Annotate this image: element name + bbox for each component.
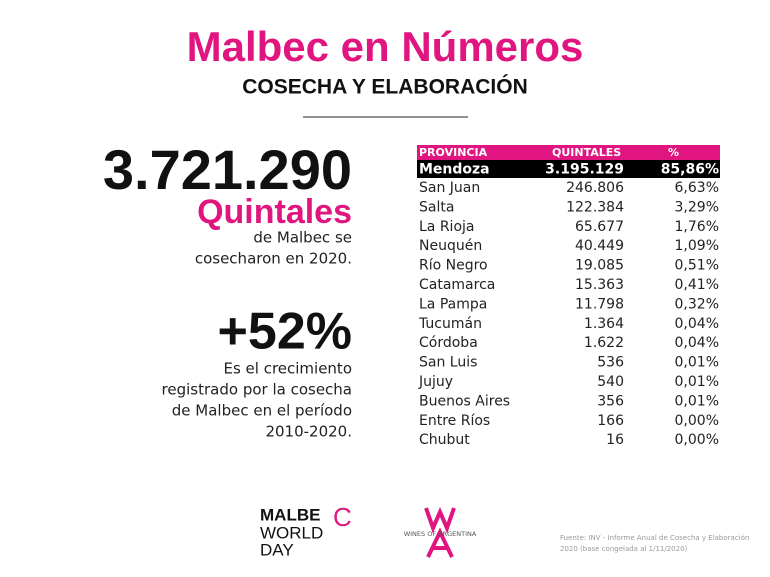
growth-number: +52% <box>218 303 352 361</box>
quintales: 246.806 <box>566 180 624 196</box>
growth-text: 2010-2020. <box>265 423 352 441</box>
quintales: 166 <box>597 413 624 429</box>
harvest-unit: Quintales <box>197 193 352 231</box>
percent: 0,01% <box>675 355 719 371</box>
table-header-bg <box>417 145 720 160</box>
percent: 85,86% <box>661 162 719 178</box>
percent: 6,63% <box>675 180 719 196</box>
percent: 0,00% <box>675 432 719 448</box>
footnote: 2020 (base congelada al 1/11/2020) <box>560 545 688 553</box>
harvest-text: de Malbec se <box>253 229 352 247</box>
growth-text: registrado por la cosecha <box>162 381 352 399</box>
percent: 0,01% <box>675 374 719 390</box>
quintales: 356 <box>597 393 624 409</box>
growth-text: Es el crecimiento <box>223 360 352 378</box>
province: Río Negro <box>419 258 488 274</box>
province: Tucumán <box>418 316 482 332</box>
logo-text: MALBE <box>260 505 320 524</box>
logo-text: WINES OF ARGENTINA <box>404 530 477 538</box>
province: San Luis <box>419 355 477 371</box>
percent: 0,51% <box>675 258 719 274</box>
column-header: % <box>668 146 679 159</box>
logo-text: C <box>333 502 352 532</box>
quintales: 1.622 <box>584 335 624 351</box>
percent: 0,04% <box>675 316 719 332</box>
province: San Juan <box>419 180 480 196</box>
province: Jujuy <box>418 374 453 390</box>
quintales: 540 <box>597 374 624 390</box>
province: Entre Ríos <box>419 413 490 429</box>
quintales: 15.363 <box>575 277 624 293</box>
province: La Pampa <box>419 296 487 312</box>
province-table: PROVINCIA QUINTALES % Mendoza 3.195.129 85… <box>417 145 720 448</box>
harvest-number: 3.721.290 <box>103 138 352 201</box>
quintales: 122.384 <box>566 199 624 215</box>
province: Chubut <box>419 432 470 448</box>
percent: 1,09% <box>675 238 719 254</box>
column-header: QUINTALES <box>552 146 621 159</box>
province: Buenos Aires <box>419 393 510 409</box>
harvest-text: cosecharon en 2020. <box>195 250 352 268</box>
quintales: 65.677 <box>575 219 624 235</box>
quintales: 16 <box>606 432 624 448</box>
column-header: PROVINCIA <box>419 146 488 159</box>
logo-text: WORLD <box>260 523 323 542</box>
quintales: 11.798 <box>575 296 624 312</box>
footnote: Fuente: INV - Informe Anual de Cosecha y… <box>560 534 749 542</box>
quintales: 40.449 <box>575 238 624 254</box>
percent: 1,76% <box>675 219 719 235</box>
quintales: 19.085 <box>575 258 624 274</box>
growth-text: de Malbec en el período <box>172 402 352 420</box>
quintales: 536 <box>597 355 624 371</box>
percent: 0,01% <box>675 393 719 409</box>
quintales: 1.364 <box>584 316 624 332</box>
percent: 0,32% <box>675 296 719 312</box>
table-highlight-bg <box>417 160 720 178</box>
province: Neuquén <box>419 238 482 254</box>
quintales: 3.195.129 <box>545 162 624 178</box>
province: Salta <box>419 199 454 215</box>
percent: 0,41% <box>675 277 719 293</box>
province: La Rioja <box>419 219 474 235</box>
subtitle: COSECHA Y ELABORACIÓN <box>242 75 527 99</box>
wines-logo <box>424 507 456 558</box>
percent: 0,00% <box>675 413 719 429</box>
province: Catamarca <box>419 277 495 293</box>
percent: 0,04% <box>675 335 719 351</box>
percent: 3,29% <box>675 199 719 215</box>
title: Malbec en Números <box>187 23 584 70</box>
province: Mendoza <box>419 162 490 178</box>
province: Córdoba <box>419 335 478 351</box>
logo-text: DAY <box>260 540 294 559</box>
